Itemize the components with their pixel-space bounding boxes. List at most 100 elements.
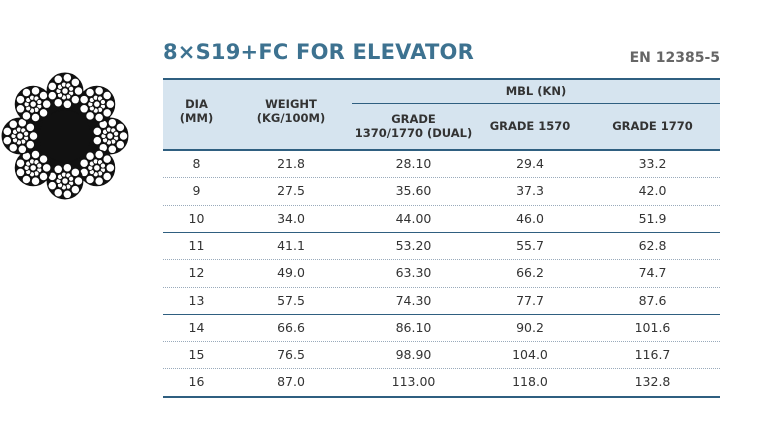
wire	[85, 111, 95, 121]
wire	[94, 112, 104, 123]
cell: 42.0	[638, 183, 667, 199]
wire	[85, 174, 95, 185]
cell: 27.5	[277, 183, 305, 199]
wire	[70, 167, 80, 177]
cell: 55.7	[516, 237, 544, 253]
wire	[85, 87, 95, 98]
cell: 21.8	[277, 156, 305, 171]
wire	[73, 176, 84, 186]
wire	[85, 151, 95, 161]
cell: 28.10	[395, 156, 432, 171]
cell: 29.4	[516, 156, 544, 171]
wire	[70, 95, 80, 105]
wire	[47, 81, 57, 92]
wire	[25, 140, 35, 150]
wire	[42, 163, 52, 173]
wire	[113, 130, 120, 137]
rope-icon	[1, 72, 129, 200]
header-cell: 1370/1770 (DUAL)	[354, 126, 473, 140]
wire	[21, 87, 32, 98]
wire	[93, 164, 101, 172]
wire	[105, 99, 115, 109]
header-cell: (KG/100M)	[256, 111, 326, 125]
wire	[62, 99, 72, 109]
cell: 116.7	[634, 347, 671, 363]
wire	[73, 86, 84, 96]
rule	[352, 103, 720, 104]
title: 8×S19+FC FOR ELEVATOR	[163, 40, 474, 64]
wire	[47, 180, 57, 191]
wire	[105, 163, 115, 173]
cell: 37.3	[516, 183, 544, 199]
header-cell: MBL (KN)	[505, 84, 567, 98]
wire	[53, 74, 63, 84]
wire	[107, 144, 117, 154]
wire	[42, 99, 52, 109]
cell: 44.00	[395, 210, 432, 226]
wire	[70, 185, 80, 195]
cell: 98.90	[395, 347, 432, 363]
wire	[47, 90, 57, 101]
wire	[15, 104, 26, 114]
wire	[53, 98, 63, 108]
wire	[107, 118, 117, 128]
header-cell: DIA	[185, 97, 208, 111]
wire	[102, 154, 112, 164]
row-rule	[163, 313, 720, 315]
wire	[62, 73, 72, 83]
cell: 12	[188, 265, 205, 281]
cell: 34.0	[277, 210, 305, 226]
wire	[93, 100, 101, 108]
wire	[118, 131, 129, 141]
wire	[79, 94, 89, 105]
cell: 76.5	[277, 347, 305, 363]
wire	[62, 163, 72, 173]
wire	[94, 149, 104, 160]
wire	[36, 162, 43, 169]
wire	[61, 177, 69, 185]
wire	[99, 98, 106, 106]
rule	[163, 149, 720, 151]
cell: 57.5	[277, 292, 305, 308]
cell: 15	[188, 347, 205, 363]
cell: 66.2	[516, 265, 544, 281]
wire	[29, 164, 37, 172]
wire	[94, 86, 104, 96]
cell: 8	[192, 156, 201, 171]
wire	[28, 131, 39, 141]
wire	[2, 135, 12, 146]
cell: 87.0	[277, 374, 305, 390]
wire	[30, 86, 41, 96]
wire	[102, 171, 112, 182]
rule	[163, 78, 720, 80]
wire	[15, 158, 26, 168]
wire	[30, 112, 41, 123]
wire	[38, 171, 49, 182]
table: DIA (MM) WEIGHT (KG/100M) MBL (KN) GRADE 1370/…	[163, 78, 720, 398]
cell: 74.7	[638, 265, 667, 281]
row-rule	[163, 204, 720, 206]
row-rule	[163, 368, 720, 370]
wire	[115, 122, 125, 132]
cell: 33.2	[638, 156, 667, 171]
wire	[92, 126, 102, 137]
wire	[92, 135, 102, 146]
standard: EN 12385-5	[629, 50, 720, 66]
wire	[70, 77, 80, 87]
wire	[8, 119, 18, 129]
cell: 49.0	[277, 265, 305, 281]
wire	[79, 104, 89, 114]
cell: 41.1	[277, 237, 305, 253]
row-rule	[163, 286, 720, 288]
wire	[8, 143, 18, 153]
header-background	[163, 78, 720, 150]
wire	[62, 189, 72, 199]
cell: 74.30	[395, 292, 432, 308]
row-rule	[163, 341, 720, 343]
wire	[30, 176, 41, 186]
header-cell: WEIGHT	[265, 97, 317, 111]
wire	[15, 94, 26, 105]
cell: 87.6	[638, 292, 667, 308]
wire	[2, 126, 12, 137]
